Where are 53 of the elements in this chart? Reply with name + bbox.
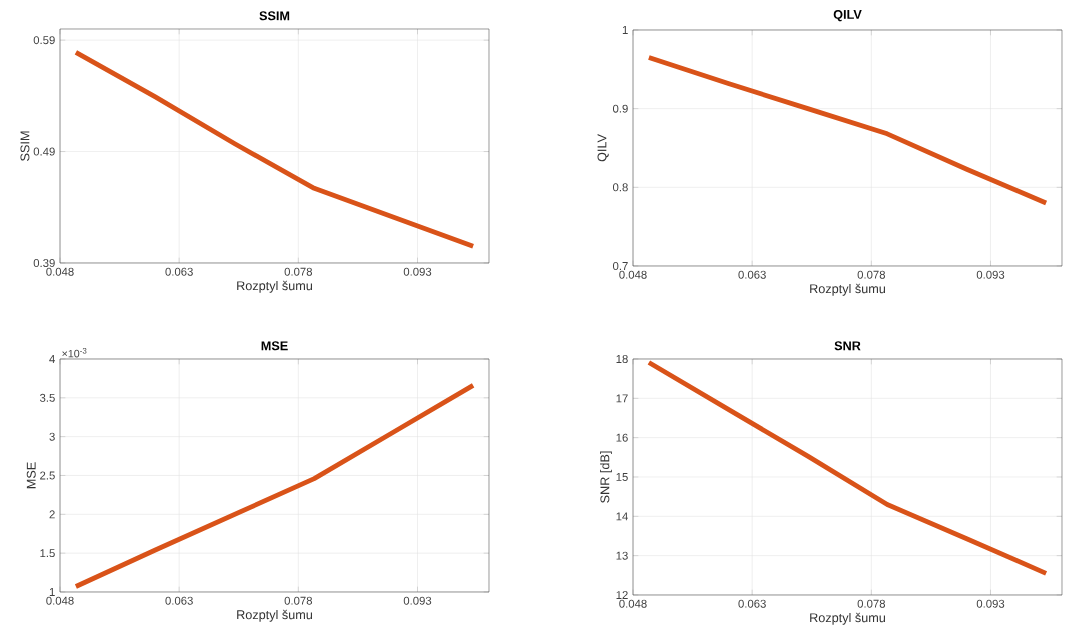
y-tick-label: 2.5 — [40, 471, 55, 480]
y-tick-label: 14 — [616, 512, 628, 521]
y-tick-label: 18 — [616, 354, 628, 363]
x-tick-label: 0.093 — [976, 599, 1005, 608]
x-tick-label: 0.048 — [46, 596, 74, 605]
x-tick-label: 0.063 — [165, 596, 193, 605]
chart-title: QILV — [833, 9, 862, 22]
x-tick-label: 0.063 — [738, 599, 766, 608]
y-tick-label: 0.59 — [33, 36, 55, 45]
y-tick-label: 1 — [49, 588, 55, 596]
line-series — [73, 49, 476, 249]
y-tick-label: 3.5 — [39, 393, 55, 402]
line-series — [646, 55, 1049, 206]
y-tick-label: 2 — [49, 510, 55, 519]
y-axis-title: QILV — [597, 134, 609, 162]
x-axis-title: Rozptyl šumu — [237, 280, 313, 293]
y-tick-label: 0.39 — [33, 258, 55, 267]
chart-title: MSE — [261, 341, 288, 351]
y-tick-label: 0.7 — [612, 261, 628, 270]
x-axis-title: Rozptyl šumu — [810, 283, 886, 296]
text: ×10$^{-3}$ — [62, 347, 87, 358]
x-tick-label: 0.048 — [46, 267, 74, 276]
y-tick-label: 0.9 — [612, 104, 628, 113]
x-tick-label: 0.093 — [403, 267, 432, 276]
chart-title: SSIM — [259, 11, 290, 21]
x-tick-label: 0.078 — [284, 596, 313, 605]
y-tick-label: 13 — [616, 551, 628, 560]
y-tick-label: 0.49 — [33, 147, 55, 156]
x-tick-label: 0.048 — [619, 599, 647, 608]
x-tick-label: 0.093 — [403, 596, 432, 605]
y-tick-label: 17 — [616, 394, 628, 403]
line-series — [646, 360, 1049, 576]
x-tick-label: 0.048 — [619, 270, 647, 279]
y-tick-label: 1.5 — [40, 549, 55, 558]
x-tick-label: 0.078 — [284, 267, 313, 276]
y-tick-label: 3 — [49, 432, 55, 441]
y-axis-title: MSE — [26, 462, 36, 489]
y-tick-label: 16 — [616, 433, 628, 442]
y-tick-label: 4 — [49, 355, 55, 363]
x-axis-title: Rozptyl šumu — [810, 612, 886, 625]
chart-title: SNR — [834, 341, 861, 351]
x-tick-label: 0.078 — [857, 270, 886, 279]
y-tick-label: 1 — [622, 26, 628, 34]
y-tick-label: 0.8 — [612, 183, 628, 192]
x-tick-label: 0.093 — [976, 270, 1005, 279]
y-axis-title: SSIM — [20, 131, 30, 161]
x-tick-label: 0.063 — [738, 270, 766, 279]
y-tick-label: 12 — [616, 591, 628, 599]
y-tick-label: 15 — [616, 473, 628, 481]
y-axis-title: SNR [dB] — [600, 451, 612, 503]
x-tick-label: 0.078 — [857, 599, 886, 608]
x-axis-title: Rozptyl šumu — [237, 609, 313, 622]
x-tick-label: 0.063 — [165, 267, 193, 276]
